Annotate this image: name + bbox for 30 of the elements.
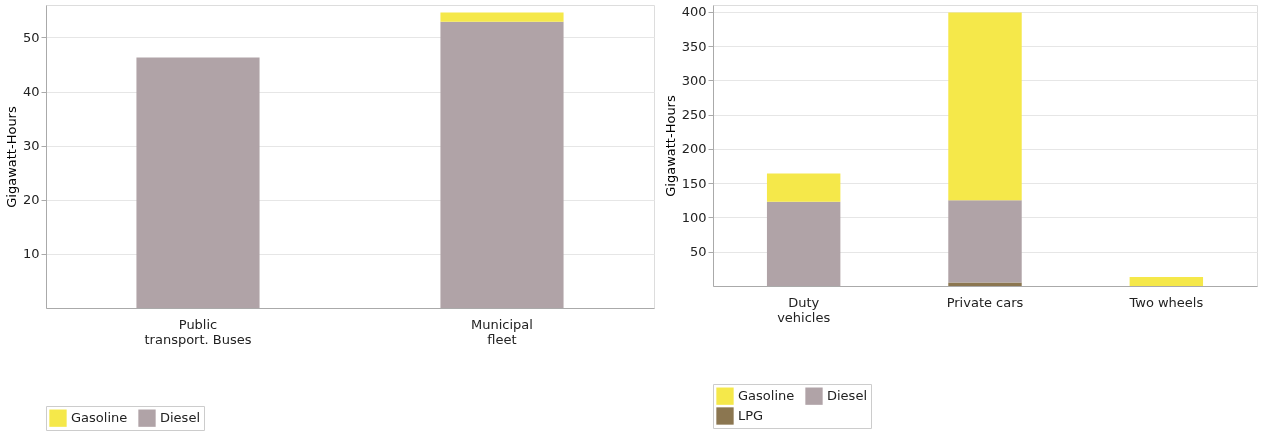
- y-tick-label: 200: [681, 141, 707, 157]
- x-tick-label: Duty vehicles: [777, 294, 831, 325]
- y-tick-label: 100: [681, 209, 707, 225]
- legend-label: Gasoline: [71, 410, 128, 426]
- y-tick-label: 400: [681, 4, 707, 20]
- x-tick-label: Private cars: [946, 294, 1024, 310]
- legend-label: Diesel: [160, 410, 201, 426]
- legend-label: LPG: [738, 408, 764, 423]
- y-tick-label: 50: [22, 29, 40, 45]
- bar: [1129, 277, 1204, 286]
- y-tick-label: 50: [689, 244, 707, 260]
- legend-label: Diesel: [827, 388, 868, 404]
- bar: [948, 200, 1022, 283]
- x-tick-label: Public transport. Buses: [144, 316, 252, 347]
- legend-label: Gasoline: [738, 388, 795, 404]
- x-tick-label: Two wheels: [1128, 294, 1204, 310]
- y-tick-label: 150: [681, 175, 707, 191]
- y-axis-title: Gigawatt-Hours: [3, 106, 19, 208]
- y-tick-label: 30: [22, 138, 40, 154]
- y-tick-label: 40: [22, 84, 40, 100]
- bar: [948, 12, 1022, 201]
- y-tick-label: 20: [22, 192, 40, 208]
- y-tick-label: 300: [681, 72, 707, 88]
- y-tick-label: 250: [681, 107, 707, 123]
- y-tick-label: 10: [22, 246, 40, 262]
- y-tick-label: 350: [681, 38, 707, 54]
- x-tick-label: Municipal fleet: [471, 316, 533, 347]
- bar: [766, 173, 841, 202]
- bar: [440, 12, 564, 22]
- y-axis-title: Gigawatt-Hours: [662, 95, 678, 197]
